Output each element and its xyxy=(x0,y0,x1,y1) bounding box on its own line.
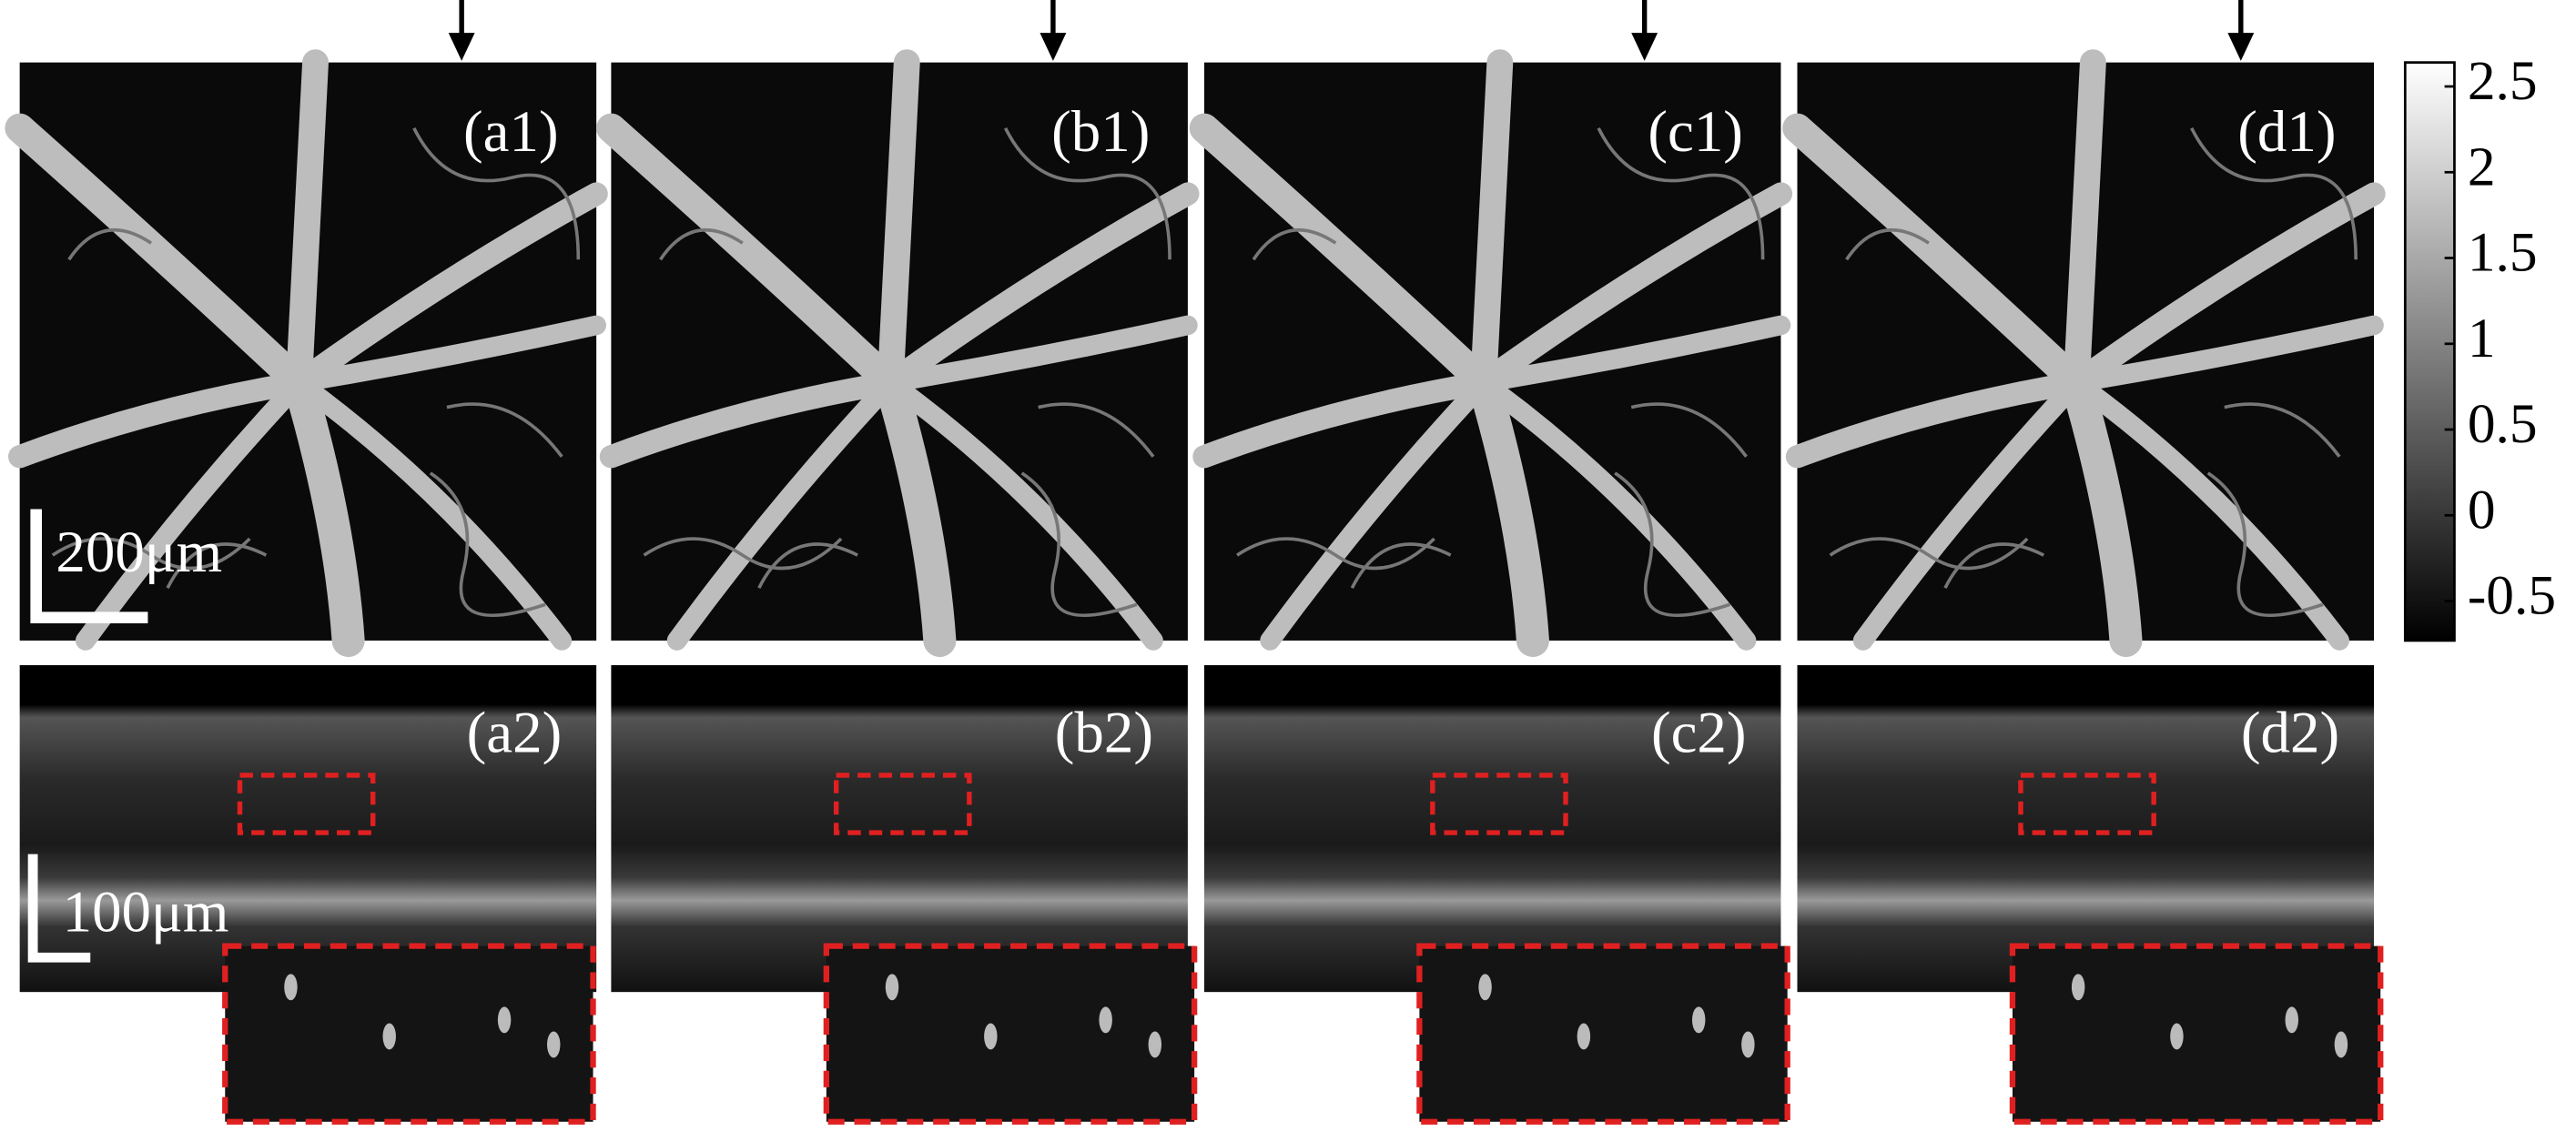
inset-speck xyxy=(1099,1006,1112,1034)
roi-box xyxy=(237,773,376,835)
colorbar-tick-label: 2 xyxy=(2468,136,2496,197)
colorbar: 2.5 2 1.5 1 0.5 0 -0.5 xyxy=(2403,50,2556,642)
bscan xyxy=(1797,665,2375,993)
inset-speck xyxy=(984,1023,998,1050)
inset-speck xyxy=(1577,1023,1591,1050)
panel-label: (a1) xyxy=(463,99,559,165)
inset-speck xyxy=(2170,1023,2184,1050)
inset-speck xyxy=(284,974,298,1001)
arrow-head xyxy=(1040,33,1067,61)
arrow-head xyxy=(2227,33,2255,61)
scale-bar-label: 100μm xyxy=(63,879,229,945)
inset-speck xyxy=(2071,974,2085,1001)
inset-speck xyxy=(1478,974,1492,1001)
colorbar-gradient xyxy=(2403,61,2456,642)
colorbar-tick-label: 0 xyxy=(2468,479,2496,541)
inset-speck xyxy=(885,974,899,1001)
panel-label: (a2) xyxy=(467,701,563,766)
roi-box xyxy=(833,773,972,835)
panel-label: (b2) xyxy=(1055,701,1153,766)
scale-bar xyxy=(30,509,148,623)
inset-speck xyxy=(497,1006,512,1034)
panel-label: (c1) xyxy=(1648,99,1743,165)
scale-bar xyxy=(27,854,91,963)
roi-box xyxy=(2018,773,2156,835)
inset xyxy=(222,943,596,1125)
inset-speck xyxy=(2334,1031,2348,1058)
bscan xyxy=(19,665,597,993)
inset-speck xyxy=(2285,1006,2298,1034)
arrow-head xyxy=(1631,33,1658,61)
colorbar-tick-label: 2.5 xyxy=(2468,50,2538,112)
inset-speck xyxy=(1691,1006,1706,1034)
colorbar-tick-label: 1.5 xyxy=(2468,222,2538,284)
inset-speck xyxy=(1741,1031,1755,1058)
panel-label: (c2) xyxy=(1651,701,1747,766)
panel-label: (d1) xyxy=(2237,99,2336,165)
bscan xyxy=(611,665,1188,993)
inset-speck xyxy=(1148,1031,1162,1058)
arrow-head xyxy=(448,33,475,61)
colorbar-tick-label: 0.5 xyxy=(2468,393,2538,455)
colorbar-tick-label: 1 xyxy=(2468,308,2496,369)
panel-label: (d2) xyxy=(2241,701,2339,766)
inset-speck xyxy=(382,1023,396,1050)
panel-label: (b1) xyxy=(1051,99,1150,165)
colorbar-tick-label: -0.5 xyxy=(2468,565,2556,627)
scale-bar-label: 200μm xyxy=(56,520,222,585)
inset-speck xyxy=(547,1031,561,1058)
inset xyxy=(823,943,1198,1125)
bscan xyxy=(1203,665,1781,993)
panels: (a1) (a2) (b1) (b2) (c1) (c2) (d1) (d2) 200μm 100… xyxy=(19,0,2384,1125)
inset xyxy=(1416,943,1790,1125)
roi-box xyxy=(1430,773,1568,835)
inset xyxy=(2009,943,2384,1125)
